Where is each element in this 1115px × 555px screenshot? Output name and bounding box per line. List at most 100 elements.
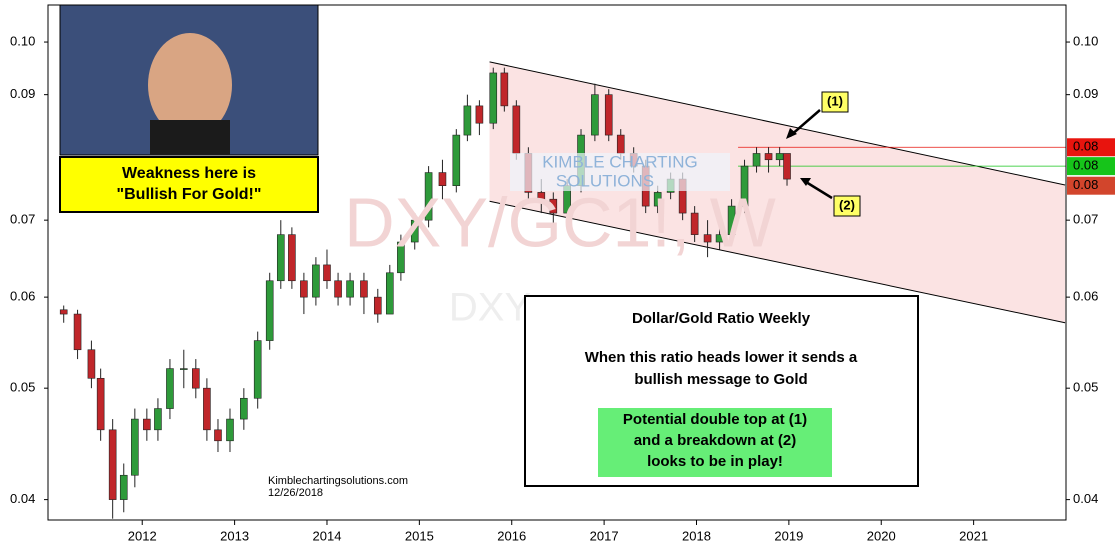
plot-frame xyxy=(47,4,1067,521)
candle-body xyxy=(373,296,382,315)
y-tick-label: 0.07 xyxy=(1073,212,1098,227)
y-tick-label: 0.05 xyxy=(10,380,35,395)
photo-shirt xyxy=(150,120,230,155)
candle-body xyxy=(192,368,200,389)
candle-body xyxy=(537,192,546,200)
candle-body xyxy=(653,192,662,207)
candle-body xyxy=(489,72,498,124)
candle-body xyxy=(240,397,248,420)
candle-body xyxy=(604,94,613,136)
candle-body xyxy=(214,429,222,442)
price-tag xyxy=(1067,157,1115,176)
candle-body xyxy=(300,280,308,298)
candle-body xyxy=(452,134,461,187)
photo-face xyxy=(148,33,232,137)
candle-body xyxy=(385,272,394,315)
x-tick-label: 2019 xyxy=(774,528,803,543)
candle-body xyxy=(424,172,433,221)
price-tag-label: 0.08 xyxy=(1073,177,1098,192)
arrow-head xyxy=(786,128,797,139)
candle-body xyxy=(108,429,117,500)
y-tick-label: 0.07 xyxy=(10,212,35,227)
callout: (2) xyxy=(839,197,855,212)
x-tick-label: 2020 xyxy=(867,528,896,543)
candle-body xyxy=(226,418,234,442)
channel-line xyxy=(489,200,1066,324)
credit: 12/26/2018 xyxy=(268,487,323,499)
y-tick-label: 0.10 xyxy=(1073,33,1098,48)
candle-body xyxy=(397,241,405,274)
candle-body xyxy=(288,234,296,282)
candle-body xyxy=(616,134,625,154)
x-tick-label: 2012 xyxy=(128,528,157,543)
channel-line xyxy=(489,61,1066,186)
logo: SOLUTIONS xyxy=(556,171,654,190)
caption: "Bullish For Gold!" xyxy=(117,186,262,203)
price-tag-label: 0.08 xyxy=(1073,139,1098,154)
highlight-text: and a breakdown at (2) xyxy=(634,432,797,449)
candle-body xyxy=(131,418,139,476)
x-tick-label: 2015 xyxy=(405,528,434,543)
candle-body xyxy=(143,418,151,431)
highlight-box xyxy=(598,408,832,477)
plot-area xyxy=(59,61,1066,519)
candle-body xyxy=(727,205,736,235)
candle-body xyxy=(463,105,472,136)
candle-body xyxy=(87,349,96,379)
candle-body xyxy=(119,474,128,500)
channel-band xyxy=(489,61,1066,323)
candle-body xyxy=(740,165,749,207)
y-tick-label: 0.06 xyxy=(10,289,35,304)
candle-body xyxy=(764,153,773,161)
candle-body xyxy=(276,234,285,282)
highlight-text: looks to be in play! xyxy=(647,453,783,470)
highlight-text: Potential double top at (1) xyxy=(623,411,807,428)
arrow-head xyxy=(800,178,811,186)
y-tick-label: 0.05 xyxy=(1073,380,1098,395)
candle-body xyxy=(154,408,162,431)
candle-body xyxy=(475,105,484,124)
y-tick-label: 0.09 xyxy=(1073,86,1098,101)
y-tick-label: 0.10 xyxy=(10,33,35,48)
candle-body xyxy=(360,280,368,298)
candle-body xyxy=(265,280,274,341)
candle-body xyxy=(312,264,320,298)
info-text: bullish message to Gold xyxy=(634,371,807,388)
candle-body xyxy=(253,340,262,399)
candle-body xyxy=(179,368,188,370)
candle-body xyxy=(323,264,331,282)
caption: Weakness here is xyxy=(122,165,256,182)
caption-box xyxy=(59,156,319,213)
info-title: Dollar/Gold Ratio Weekly xyxy=(632,310,811,327)
callout: (1) xyxy=(827,93,843,108)
candle-body xyxy=(549,198,558,214)
candle-body xyxy=(690,212,699,235)
candle-body xyxy=(752,153,761,167)
logo: KIMBLE CHARTING xyxy=(542,152,698,171)
x-tick-label: 2018 xyxy=(682,528,711,543)
price-tag xyxy=(1067,176,1115,195)
candle-body xyxy=(438,172,447,187)
candle-body xyxy=(96,377,105,431)
arrow xyxy=(789,109,821,137)
candle-body xyxy=(715,234,724,243)
candle-body xyxy=(59,309,68,315)
candle-body xyxy=(775,153,784,161)
y-tick-label: 0.06 xyxy=(1073,289,1098,304)
candle-body xyxy=(334,280,342,298)
candle-body xyxy=(166,368,174,409)
x-tick-label: 2014 xyxy=(313,528,342,543)
price-tag-label: 0.08 xyxy=(1073,158,1098,173)
y-tick-label: 0.04 xyxy=(1073,491,1098,506)
candle-body xyxy=(346,280,354,298)
x-tick-label: 2013 xyxy=(220,528,249,543)
info-text: When this ratio heads lower it sends a xyxy=(585,349,858,366)
watermark: DXY/GC1!, W xyxy=(344,183,776,261)
watermark-small: DXY xyxy=(449,286,531,330)
candle-body xyxy=(703,234,712,243)
x-tick-label: 2021 xyxy=(959,528,988,543)
y-tick-label: 0.04 xyxy=(10,491,35,506)
logo-box xyxy=(510,153,730,191)
candle-body xyxy=(73,313,82,351)
